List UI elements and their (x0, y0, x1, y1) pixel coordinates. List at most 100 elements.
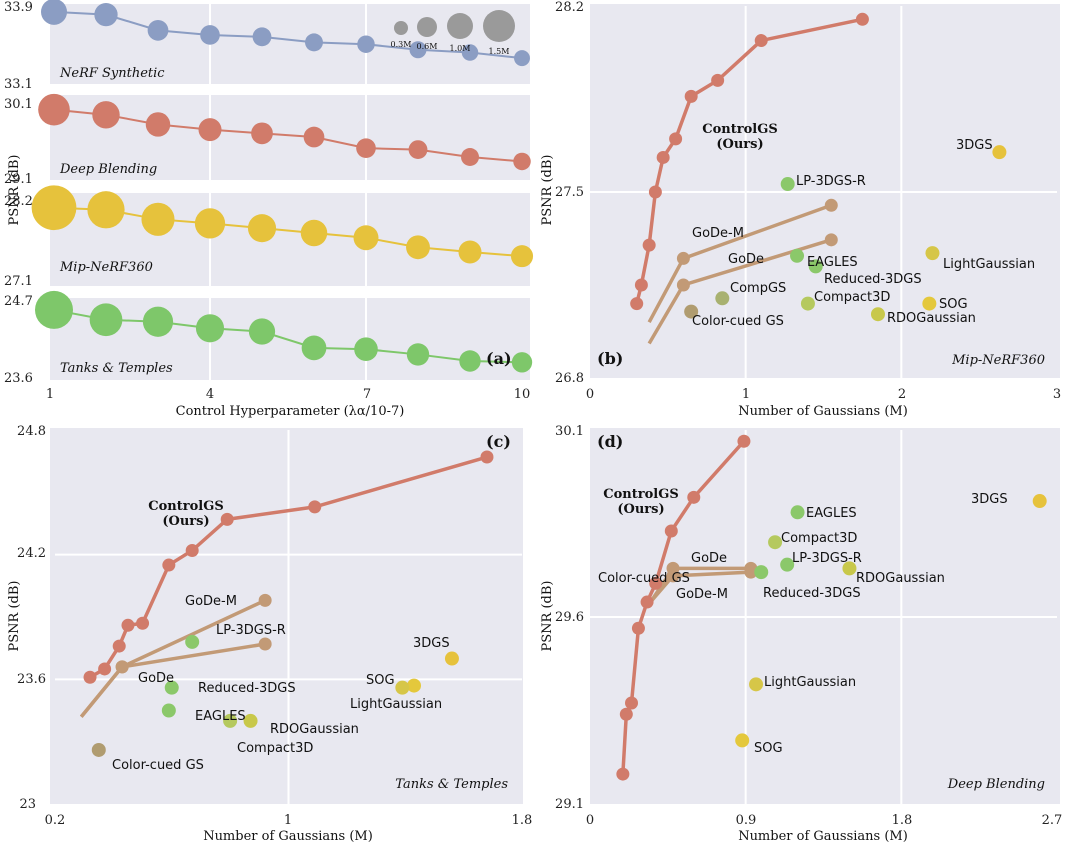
point-label: Reduced-3DGS (763, 586, 861, 601)
controlgs-point (642, 238, 656, 252)
data-point (94, 2, 118, 27)
controlgs-point (220, 512, 234, 526)
data-point (357, 35, 375, 53)
point-label: LP-3DGS-R (796, 174, 866, 189)
point-label: Compact3D (781, 531, 857, 546)
y-tick-label: 29.1 (555, 797, 584, 812)
x-tick-label: 0.9 (736, 813, 757, 828)
line-label: GoDe (691, 551, 727, 566)
point-label: LightGaussian (943, 257, 1035, 272)
method-point (768, 535, 783, 550)
series-line (53, 108, 523, 163)
y-tick-label: 30.1 (4, 97, 33, 112)
data-point (92, 101, 120, 129)
x-tick-label: 7 (363, 387, 371, 402)
method-point (407, 678, 422, 693)
subplot-title: Tanks & Temples (60, 361, 173, 376)
subplot-deep-blending-bg (50, 95, 530, 180)
point-label: LightGaussian (764, 675, 856, 690)
gode-point (115, 660, 129, 674)
method-point (992, 145, 1007, 160)
x-axis-label: Number of Gaussians (M) (203, 829, 373, 844)
x-axis-label: Number of Gaussians (M) (738, 404, 908, 419)
size-legend-mark (417, 17, 437, 37)
line-label: GoDe-M (185, 594, 237, 609)
controlgs-point (480, 450, 494, 464)
point-label: Color-cued GS (112, 758, 204, 773)
y-tick-label: 29.6 (555, 610, 584, 625)
gode-point (824, 233, 838, 247)
method-point (754, 565, 769, 580)
data-point (514, 50, 530, 67)
controlgs-point (669, 132, 683, 146)
y-tick-label: 28.2 (4, 194, 33, 209)
x-tick-label: 0 (586, 387, 594, 402)
x-tick-label: 1 (284, 813, 292, 828)
data-point (145, 112, 171, 137)
x-tick-label: 0 (586, 813, 594, 828)
gode-point (258, 637, 272, 651)
subplot-tanks-temples-bg (50, 298, 530, 380)
data-point (247, 214, 277, 243)
y-tick-label: 24.7 (4, 294, 33, 309)
controlgs-point (634, 278, 648, 292)
data-point (35, 290, 73, 329)
dataset-label: Mip-NeRF360 (951, 353, 1045, 368)
subplot-mip-nerf360-bg (50, 193, 530, 286)
x-tick-label: 1.8 (892, 813, 913, 828)
method-point (870, 307, 885, 322)
method-point (91, 742, 106, 757)
x-tick-label: 2 (898, 387, 906, 402)
data-point (200, 25, 220, 45)
data-point (510, 245, 534, 268)
controlgs-point (112, 639, 126, 653)
data-point (356, 138, 376, 158)
line-label: GoDe-M (676, 587, 728, 602)
controlgs-line (89, 455, 488, 679)
point-label: Compact3D (814, 290, 890, 305)
point-label: SOG (939, 297, 968, 312)
controlgs-point (656, 150, 670, 164)
data-point (303, 126, 325, 148)
controlgs-point (640, 595, 654, 609)
point-label: LP-3DGS-R (216, 623, 286, 638)
point-label: RDOGaussian (887, 311, 976, 326)
point-label: EAGLES (807, 255, 858, 270)
line-label: GoDe (728, 252, 764, 267)
data-point (252, 27, 272, 47)
y-axis-label: PSNR (dB) (7, 581, 22, 652)
data-point (194, 208, 226, 239)
point-label: Compact3D (237, 741, 313, 756)
method-point (164, 680, 179, 695)
point-label: RDOGaussian (270, 722, 359, 737)
ours-label: ControlGS (702, 122, 777, 137)
data-point (142, 306, 174, 337)
point-label: LP-3DGS-R (792, 551, 862, 566)
method-point (735, 733, 750, 748)
controlgs-point (625, 696, 639, 710)
method-point (395, 680, 410, 695)
y-tick-label: 23.6 (17, 672, 46, 687)
dataset-label: Tanks & Temples (395, 777, 508, 792)
data-point (406, 235, 430, 260)
data-point (301, 335, 327, 361)
dataset-label: Deep Blending (947, 777, 1045, 792)
point-label: RDOGaussian (856, 571, 945, 586)
point-label: LightGaussian (350, 697, 442, 712)
gode-point (666, 569, 680, 583)
x-tick-label: 1 (46, 387, 54, 402)
method-point (925, 246, 940, 261)
panel-tag: (a) (486, 349, 512, 368)
gode-point (258, 593, 272, 607)
gode-point (676, 251, 690, 265)
series-line (53, 308, 523, 364)
data-point (251, 122, 273, 145)
data-point (353, 225, 379, 251)
controlgs-point (684, 89, 698, 103)
data-point (408, 140, 428, 160)
ours-label: (Ours) (617, 502, 664, 517)
method-point (185, 634, 200, 649)
y-tick-label: 30.1 (555, 424, 584, 439)
point-label: Reduced-3DGS (198, 681, 296, 696)
